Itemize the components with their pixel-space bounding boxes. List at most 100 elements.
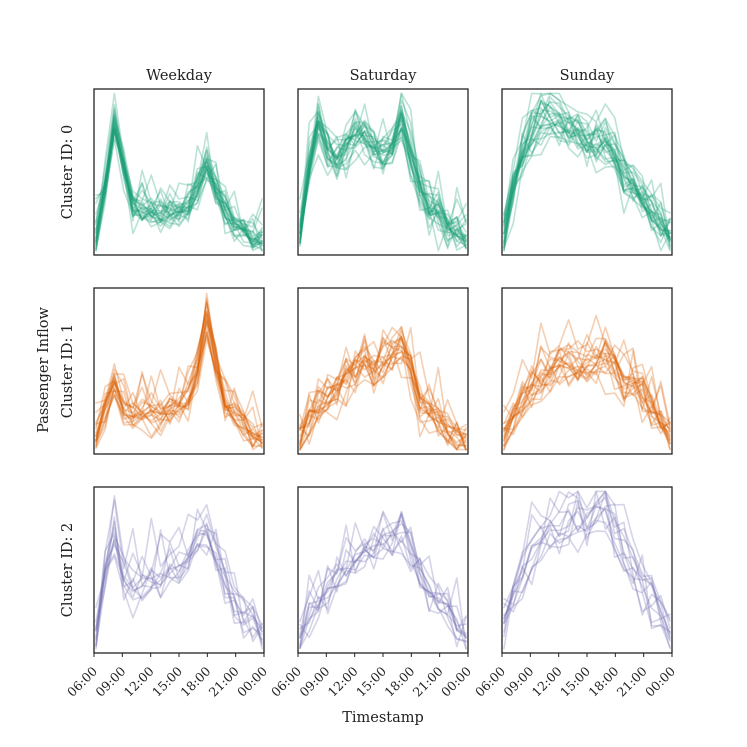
panel-frame [93,88,265,256]
series-line [95,109,263,246]
series-line [299,121,467,250]
series-line [299,128,467,238]
series-line [95,318,263,446]
series-line [299,348,467,451]
column-title-saturday: Saturday [350,68,418,84]
panel-frame [297,88,469,256]
series-line [503,99,671,243]
series-line [503,519,671,648]
series-line [503,358,671,451]
x-tick-label: 21:00 [410,663,446,699]
series-line [299,336,467,451]
series-line [95,129,263,242]
series-line [299,124,467,246]
series-line [95,139,263,252]
series-line [95,310,263,449]
series-line [503,107,671,237]
x-tick-label: 15:00 [149,663,185,699]
panel-cluster-0-weekday [93,88,265,256]
series-line [503,341,671,433]
series-line [503,496,671,622]
series-line [299,510,467,648]
series-line [299,329,467,451]
series-line [95,338,263,448]
series-line [299,110,467,241]
row-label-cluster-2: Cluster ID: 2 [60,523,76,618]
series-line [95,331,263,448]
x-tick-label: 12:00 [325,663,361,699]
series-line [299,345,467,447]
column-title-sunday: Sunday [560,68,616,84]
series-line [299,116,467,244]
panel-frame [501,486,673,654]
series-line [95,520,263,641]
series-line [503,345,671,442]
series-line [503,339,671,440]
series-line [299,337,467,451]
series-line [503,92,671,250]
series-line [503,119,671,252]
series-line [503,122,671,245]
series-line [299,105,467,242]
series-line [95,129,263,252]
series-line [503,112,671,242]
series-line [299,125,467,244]
series-line [95,118,263,249]
series-line [95,310,263,438]
row-label-cluster-0: Cluster ID: 0 [60,125,76,220]
series-line [95,526,263,639]
series-line [95,297,263,444]
series-line [503,354,671,445]
series-line [299,520,467,648]
series-line [95,92,263,245]
series-line [503,365,671,438]
series-line [299,102,467,243]
panel-cluster-1-weekday [93,287,265,455]
series-line [503,341,671,442]
series-line [503,492,671,624]
series-line [95,539,263,650]
series-line [503,338,671,436]
x-tick-label: 21:00 [206,663,242,699]
x-axis-label: Timestamp [342,710,424,726]
series-line [299,92,467,250]
series-line [95,302,263,442]
series-line [299,512,467,650]
series-line [299,108,467,239]
x-tick-label: 12:00 [529,663,565,699]
series-line [95,125,263,241]
series-line [95,320,263,441]
x-tick-label: 15:00 [557,663,593,699]
series-line [299,99,467,252]
series-line [299,110,467,248]
series-line [299,117,467,241]
series-line [503,342,671,437]
series-line [299,326,467,437]
series-line [95,120,263,248]
series-line [503,92,671,234]
panel-frame [501,287,673,455]
panel-frame [93,287,265,455]
series-line [503,344,671,451]
series-line [95,316,263,446]
series-line [503,360,671,445]
series-line [503,333,671,450]
x-tick-label: 06:00 [64,663,100,699]
series-line [95,300,263,428]
series-line [299,522,467,649]
series-line [503,490,671,634]
series-line [503,101,671,251]
panel-frame [297,287,469,455]
series-line [299,350,467,447]
series-line [95,137,263,237]
panel-cluster-1-saturday [297,287,469,455]
series-line [299,335,467,449]
series-line [503,503,671,642]
series-line [503,352,671,444]
series-line [299,514,467,639]
series-line [299,112,467,244]
series-line [95,122,263,251]
